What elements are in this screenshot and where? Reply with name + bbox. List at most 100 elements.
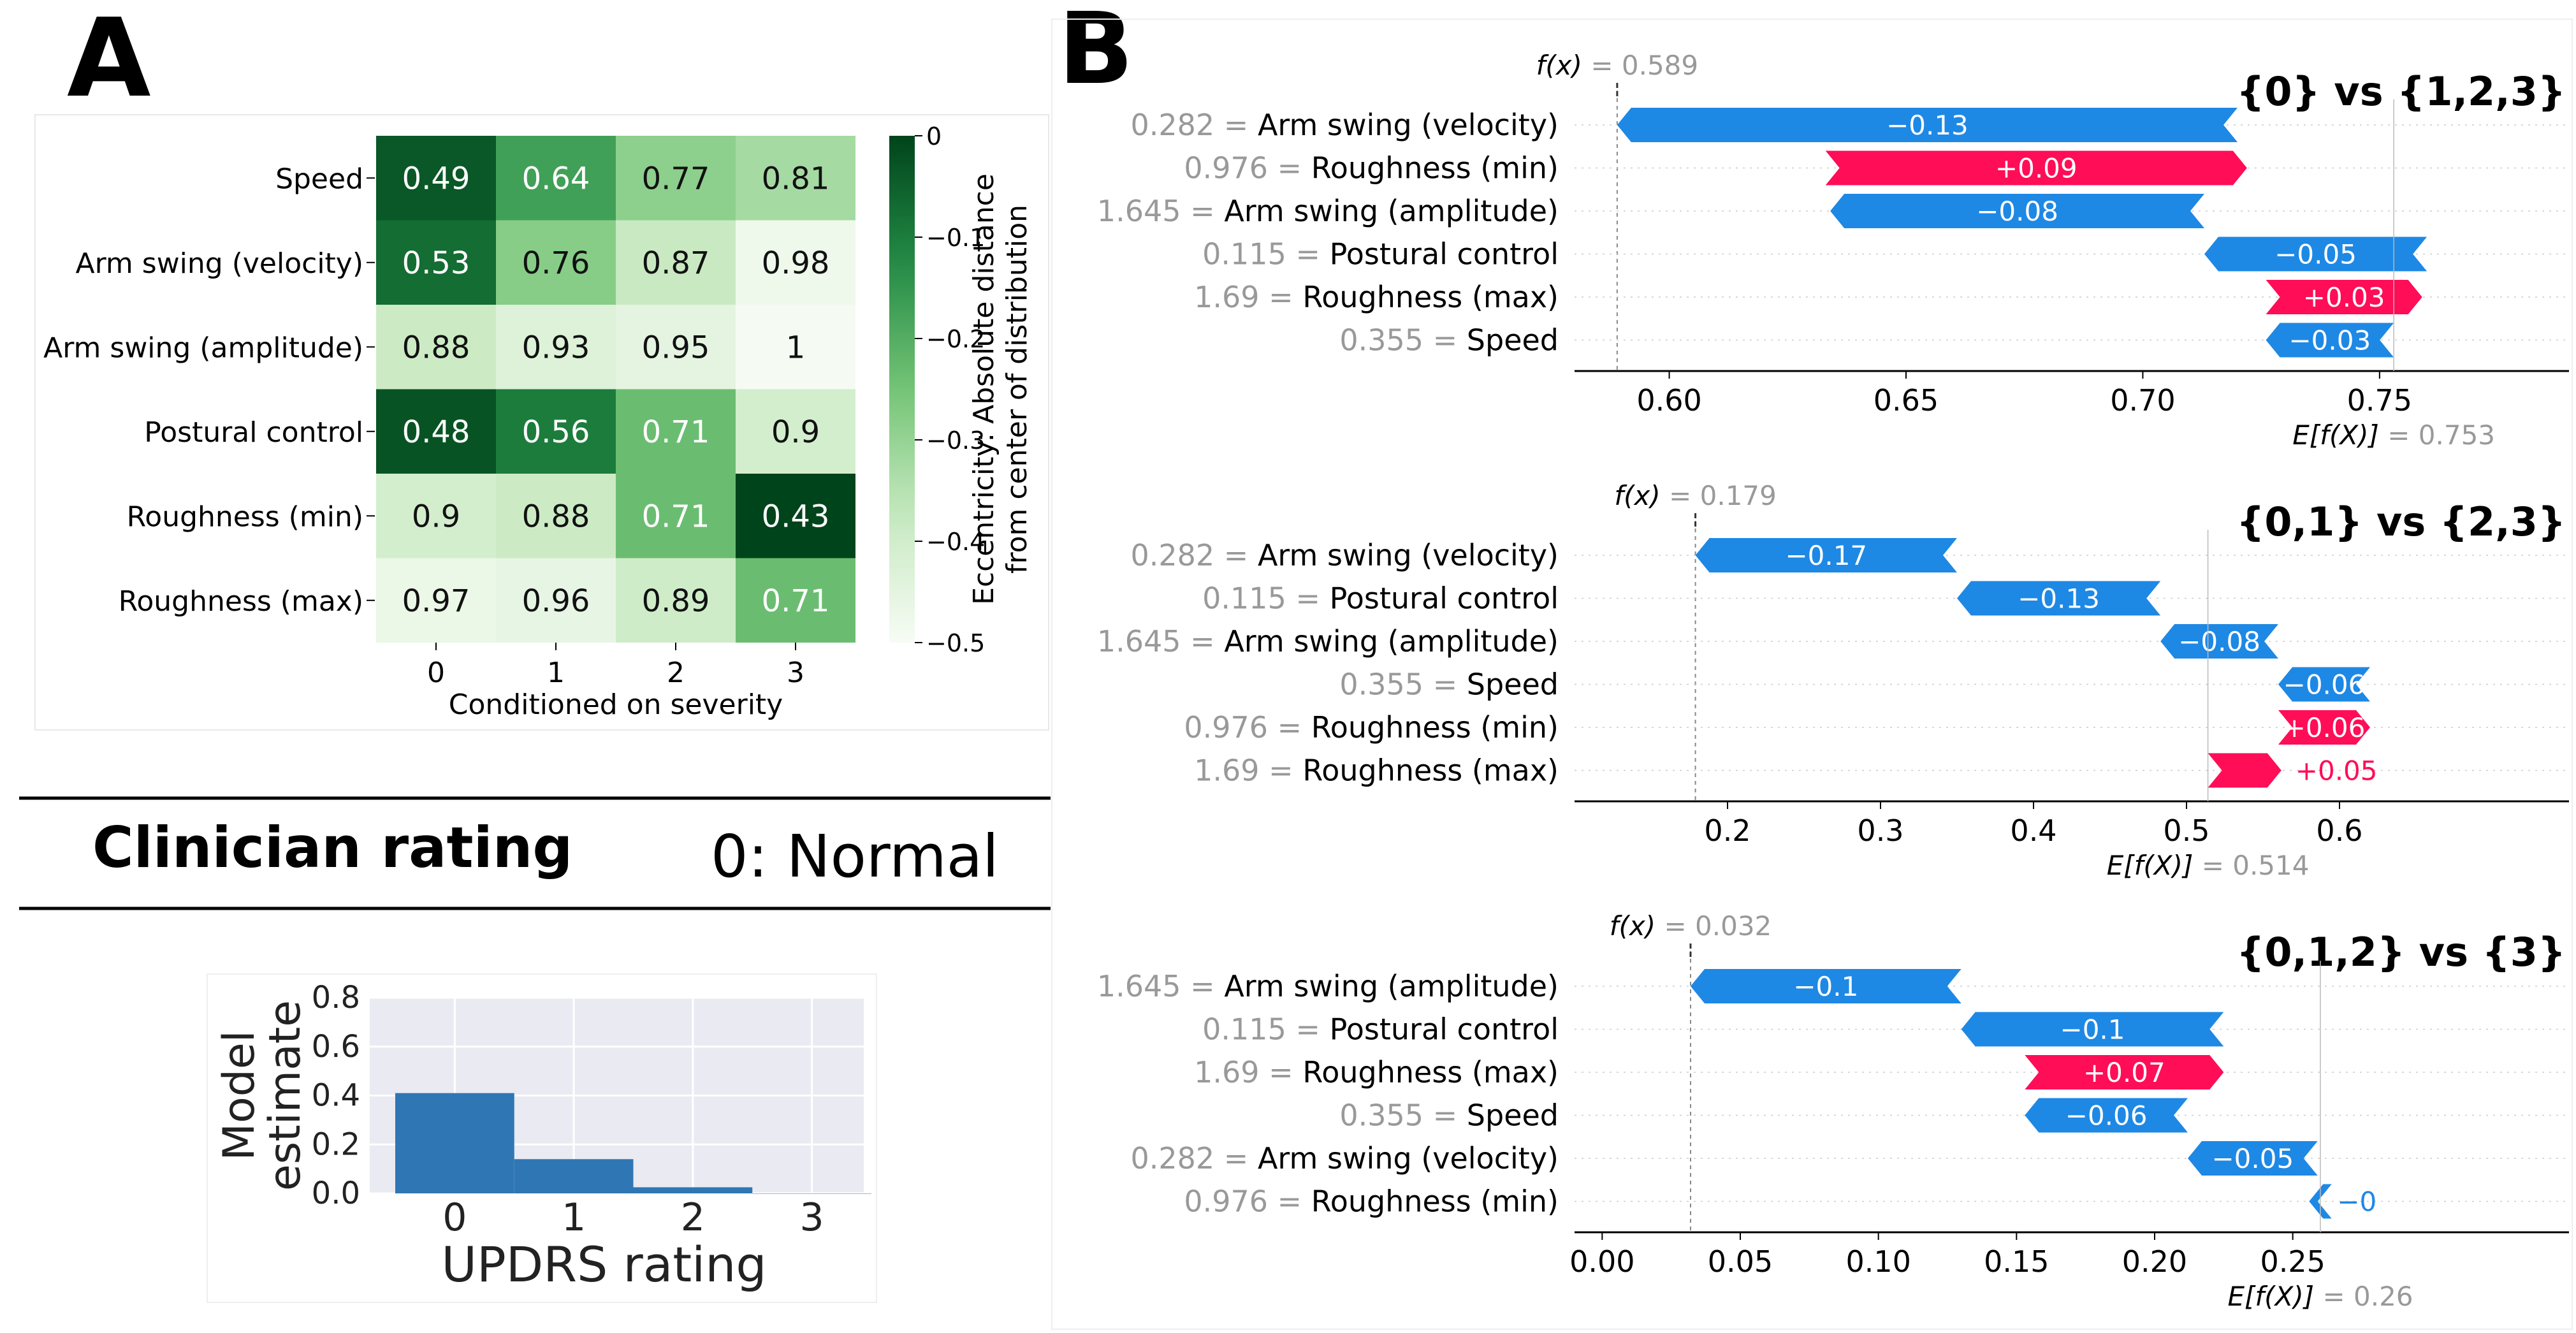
positive-bar bbox=[1825, 150, 2247, 186]
negative-bar bbox=[2204, 237, 2427, 272]
feature-value: 1.645 = bbox=[1097, 969, 1224, 1003]
negative-bar bbox=[2160, 624, 2278, 659]
heatmap-cell bbox=[496, 558, 616, 643]
negative-bar bbox=[1617, 108, 2238, 142]
bar-value-label: +0.05 bbox=[2296, 755, 2378, 787]
waterfall-xtick-label: 0.20 bbox=[2122, 1244, 2187, 1279]
bar-ytick-label: 0.0 bbox=[312, 1176, 360, 1211]
positive-bar bbox=[2025, 1055, 2224, 1089]
heatmap-cell bbox=[616, 558, 736, 643]
heatmap-cell bbox=[496, 474, 616, 558]
feature-name: Arm swing (velocity) bbox=[1258, 1141, 1559, 1176]
feature-name: Arm swing (amplitude) bbox=[1224, 624, 1559, 659]
feature-name: Postural control bbox=[1330, 237, 1559, 272]
feature-name: Roughness (min) bbox=[1311, 710, 1559, 745]
waterfall-title: {0,1} vs {2,3} bbox=[2236, 499, 2566, 545]
efx-label-name: E[f(X)] bbox=[2107, 850, 2194, 881]
heatmap-cell bbox=[376, 558, 496, 643]
waterfall-xtick-label: 0.00 bbox=[1569, 1244, 1634, 1279]
fx-label: f(x) = 0.589 bbox=[1536, 50, 1699, 81]
feature-label: 0.282 = Arm swing (velocity) bbox=[1130, 108, 1559, 142]
efx-label: E[f(X)] = 0.26 bbox=[2227, 1281, 2413, 1312]
feature-value: 1.69 = bbox=[1194, 1055, 1302, 1089]
bar-xtick-label: 0 bbox=[442, 1195, 467, 1240]
feature-name: Arm swing (amplitude) bbox=[1224, 194, 1559, 228]
feature-value: 0.355 = bbox=[1339, 667, 1466, 702]
feature-label: 0.976 = Roughness (min) bbox=[1184, 151, 1559, 186]
clinician-rating-label: Clinician rating bbox=[92, 815, 572, 880]
heatmap-cell bbox=[496, 220, 616, 305]
efx-label: E[f(X)] = 0.514 bbox=[2107, 850, 2310, 881]
bar-value-label: −0.08 bbox=[2178, 626, 2260, 657]
heatmap-cell-label: 0.71 bbox=[642, 414, 710, 450]
heatmap-cell-label: 0.97 bbox=[402, 583, 470, 619]
feature-label: 1.645 = Arm swing (amplitude) bbox=[1097, 624, 1559, 659]
feature-value: 0.355 = bbox=[1339, 1098, 1466, 1133]
feature-value: 0.976 = bbox=[1184, 710, 1311, 745]
positive-bar bbox=[2266, 280, 2422, 314]
fx-label-name: f(x) bbox=[1536, 50, 1582, 81]
fx-label-name: f(x) bbox=[1614, 480, 1660, 511]
heatmap-row-label: Postural control bbox=[144, 416, 363, 449]
heatmap-cell-label: 0.81 bbox=[762, 161, 830, 196]
waterfall-xtick-label: 0.4 bbox=[2010, 813, 2056, 848]
bar-ytick-label: 0.4 bbox=[312, 1078, 360, 1114]
waterfall-xtick-label: 0.6 bbox=[2316, 813, 2362, 848]
efx-label-name: E[f(X)] bbox=[2292, 419, 2379, 451]
waterfall-title: {0} vs {1,2,3} bbox=[2236, 68, 2566, 115]
panel-b-frame bbox=[1051, 18, 2573, 1330]
positive-bar bbox=[2278, 710, 2370, 745]
colorbar-tick-label: −0.2 bbox=[926, 325, 985, 353]
bar-frame bbox=[207, 973, 877, 1303]
feature-label: 0.282 = Arm swing (velocity) bbox=[1130, 538, 1559, 572]
bar-ytick-label: 0.2 bbox=[312, 1126, 360, 1162]
heatmap-cell bbox=[496, 305, 616, 390]
feature-label: 1.69 = Roughness (max) bbox=[1194, 280, 1559, 314]
negative-bar bbox=[1695, 538, 1957, 572]
colorbar-label-line2: from center of distribution bbox=[1001, 205, 1033, 574]
heatmap-col-label: 0 bbox=[427, 657, 445, 689]
waterfall-xtick-label: 0.65 bbox=[1874, 383, 1939, 418]
bar-value-label: −0.13 bbox=[1886, 110, 1968, 141]
feature-value: 0.976 = bbox=[1184, 151, 1311, 186]
heatmap-cell bbox=[616, 305, 736, 390]
bar-ytick-label: 0.6 bbox=[312, 1029, 360, 1065]
heatmap-cell bbox=[616, 389, 736, 474]
feature-value: 1.645 = bbox=[1097, 194, 1224, 228]
bar bbox=[633, 1187, 753, 1193]
colorbar-tick-label: −0.3 bbox=[926, 426, 985, 455]
heatmap-cell bbox=[376, 136, 496, 221]
heatmap-cell-label: 0.98 bbox=[762, 245, 830, 281]
heatmap-col-label: 2 bbox=[667, 657, 685, 689]
heatmap-cell bbox=[376, 305, 496, 390]
feature-value: 1.645 = bbox=[1097, 624, 1224, 659]
heatmap-cell bbox=[616, 136, 736, 221]
bar-value-label: −0.05 bbox=[2274, 239, 2357, 270]
colorbar-label-line1: Eccentricity: Absolute distance bbox=[968, 173, 1000, 605]
heatmap-cell-label: 0.53 bbox=[402, 245, 470, 281]
feature-label: 0.115 = Postural control bbox=[1202, 237, 1559, 272]
feature-name: Speed bbox=[1467, 1098, 1559, 1133]
feature-name: Speed bbox=[1467, 667, 1559, 702]
bar-value-label: −0.06 bbox=[2283, 669, 2366, 701]
bar-value-label: −0.1 bbox=[2060, 1014, 2125, 1045]
negative-bar bbox=[1691, 969, 1961, 1003]
efx-label: E[f(X)] = 0.753 bbox=[2292, 419, 2495, 451]
feature-label: 1.69 = Roughness (max) bbox=[1194, 754, 1559, 788]
bar-value-label: −0.06 bbox=[2065, 1100, 2148, 1132]
bar-xtick-label: 3 bbox=[800, 1195, 824, 1240]
heatmap-cell-label: 0.71 bbox=[762, 583, 830, 619]
feature-name: Roughness (max) bbox=[1302, 280, 1559, 314]
bar bbox=[514, 1159, 634, 1193]
feature-label: 0.355 = Speed bbox=[1339, 1098, 1559, 1133]
feature-name: Arm swing (velocity) bbox=[1258, 108, 1559, 142]
heatmap-cell-label: 0.71 bbox=[642, 499, 710, 534]
waterfall-xtick-label: 0.70 bbox=[2110, 383, 2175, 418]
negative-bar bbox=[2278, 667, 2370, 702]
waterfall-xtick-label: 0.15 bbox=[1984, 1244, 2049, 1279]
heatmap-cell-label: 0.9 bbox=[412, 499, 460, 534]
heatmap-cell bbox=[616, 220, 736, 305]
waterfall-xtick-label: 0.2 bbox=[1704, 813, 1750, 848]
feature-label: 0.115 = Postural control bbox=[1202, 581, 1559, 616]
bar-value-label: −0.05 bbox=[2211, 1143, 2294, 1174]
